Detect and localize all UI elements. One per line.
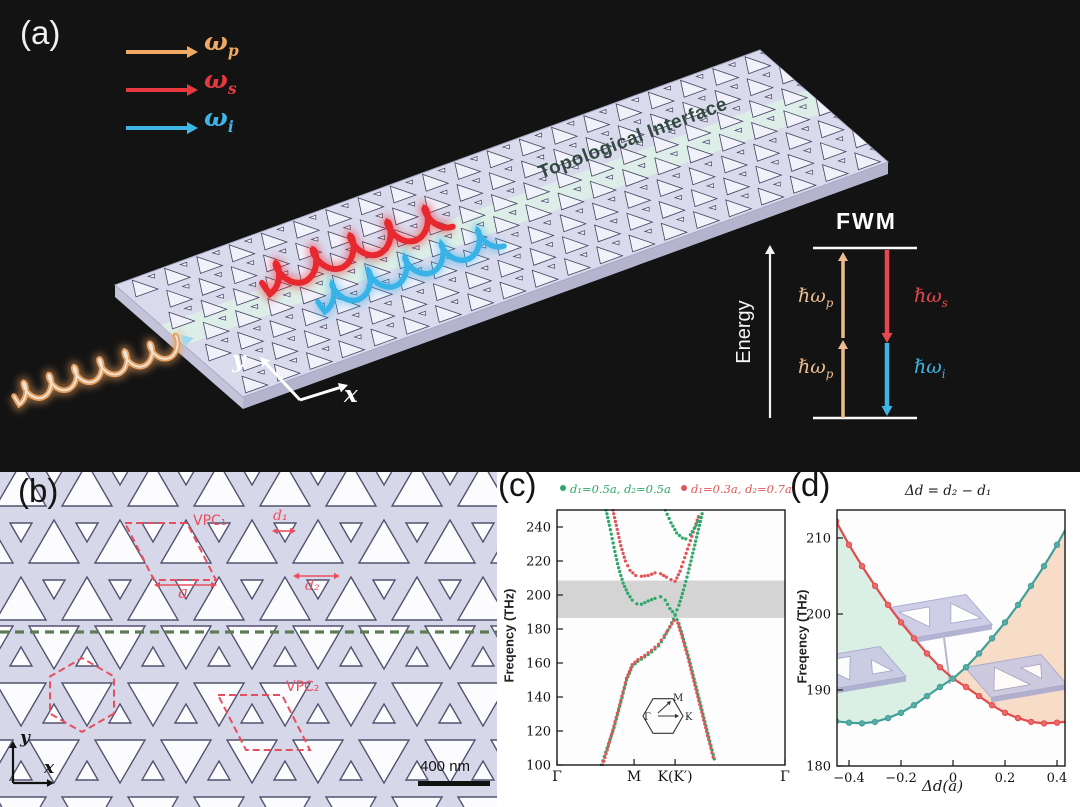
- unit-cell-inset-big-down: [837, 645, 907, 694]
- vpc2-label: VPC₂: [286, 679, 320, 695]
- svg-text:Γ: Γ: [644, 712, 651, 723]
- svg-text:200: 200: [806, 608, 831, 623]
- pump-arrow-tip: [181, 335, 194, 347]
- svg-text:K(K′): K(K′): [658, 769, 693, 785]
- plot-content: [837, 518, 1065, 727]
- series-red-lower-band: [600, 618, 715, 766]
- series-green-second-upper-band: [663, 509, 702, 541]
- svg-text:−0.2: −0.2: [885, 771, 917, 786]
- signal-wave: [257, 200, 456, 303]
- scalebar-label: 400 nm: [420, 758, 471, 775]
- svg-text:−0.4: −0.4: [833, 771, 865, 786]
- panel-b-lattice: [0, 472, 497, 807]
- panel-d-y-axis-title: Freqency (THz): [794, 589, 810, 684]
- legend-dot: [681, 485, 687, 491]
- svg-text:180: 180: [806, 760, 831, 775]
- legend-omega-idler: ωi: [204, 103, 234, 136]
- legend-dot: [560, 485, 566, 491]
- panel-a-x-axis-label: x: [344, 381, 358, 408]
- svg-text:160: 160: [526, 657, 551, 672]
- unit-cell-inset-big-up: [964, 653, 1065, 703]
- band-series: [599, 509, 716, 766]
- svg-text:0.2: 0.2: [995, 771, 1016, 786]
- pump-wave: [9, 330, 194, 413]
- svg-text:220: 220: [526, 555, 551, 570]
- band-legend-0: d₁=0.5a, d₂=0.5a: [560, 483, 671, 496]
- energy-axis-label: Energy: [733, 300, 755, 364]
- d2-label: d₂: [305, 578, 320, 594]
- legend-omega-signal: ωs: [204, 65, 237, 98]
- panel-b-label: (b): [18, 472, 59, 509]
- band-axis-ticks: 100 120 140 160 180 200 220 240 Γ M K(K′) Γ: [526, 521, 790, 786]
- panel-d-label: (d): [790, 466, 831, 503]
- plot-area: [557, 510, 785, 765]
- panel-b-annotations: [9, 522, 490, 787]
- band-legend-1: d₁=0.3a, d₂=0.7a: [681, 483, 792, 496]
- svg-text:140: 140: [526, 691, 551, 706]
- fwm-diagram: [765, 245, 917, 420]
- panel-b-y-axis-label: y: [20, 728, 30, 748]
- gap-axis-ticks: 180 190 200 210 −0.4 −0.2 0 0.2 0.4: [806, 532, 1067, 787]
- scalebar: [418, 781, 490, 786]
- fwm-label-pump-upper: ℏωp: [798, 285, 834, 310]
- lattice-constant-label: a: [178, 583, 189, 603]
- slab-hole-pattern: [131, 50, 882, 394]
- svg-text:Γ: Γ: [780, 769, 790, 785]
- bandgap-chart: 180 190 200 210 −0.4 −0.2 0 0.2 0.4: [806, 509, 1067, 787]
- svg-text:Γ: Γ: [552, 769, 562, 785]
- fwm-label-idler: ℏωi: [914, 356, 946, 381]
- panel-c-y-axis-title: Freqency (THz): [501, 588, 517, 683]
- series-teal-band-edge: [837, 528, 1065, 727]
- hexagon-cell: [49, 656, 115, 734]
- svg-text:M: M: [627, 769, 641, 785]
- brillouin-zone-inset: Γ MK: [642, 693, 693, 734]
- svg-text:M: M: [673, 693, 683, 704]
- panel-a-legend: [126, 46, 198, 135]
- panel-a-illustration: [9, 46, 917, 420]
- panel-d-title: Δd = d₂ − d₁: [905, 483, 992, 499]
- svg-text:210: 210: [806, 532, 831, 547]
- fwm-label-signal: ℏωs: [914, 285, 948, 310]
- vpc2-unit-cell: [216, 694, 312, 751]
- svg-text:240: 240: [526, 521, 551, 536]
- panel-a-y-axis-label: y: [232, 346, 246, 373]
- legend-omega-pump: ωp: [204, 27, 239, 60]
- panel-b-x-axis-label: x: [44, 758, 55, 778]
- panel-a-axes: [260, 357, 348, 402]
- svg-text:0.4: 0.4: [1047, 771, 1068, 786]
- series-red-upper-band: [611, 509, 701, 584]
- svg-text:200: 200: [526, 589, 551, 604]
- d1-label: d₁: [273, 508, 288, 524]
- unit-cell-inset-equal: [889, 593, 993, 643]
- slab-side-face: [243, 162, 888, 409]
- vpc1-unit-cell: [123, 522, 218, 581]
- fwm-label-pump-lower: ℏωp: [798, 356, 834, 381]
- panel-c-label: (c): [498, 466, 537, 503]
- fwm-title: FWM: [836, 208, 897, 234]
- svg-text:100: 100: [526, 759, 551, 774]
- panel-a-label: (a): [20, 14, 61, 51]
- svg-text:K: K: [685, 712, 693, 723]
- bandgap-shade: [557, 580, 785, 618]
- svg-text:120: 120: [526, 725, 551, 740]
- svg-text:0: 0: [949, 771, 957, 786]
- panel-d-x-axis-title: Δd(a): [922, 777, 964, 795]
- series-green-upper-band: [604, 509, 704, 617]
- vpc1-label: VPC₁: [193, 513, 227, 529]
- idler-wave: [313, 219, 507, 320]
- svg-text:180: 180: [526, 623, 551, 638]
- svg-text:190: 190: [806, 684, 831, 699]
